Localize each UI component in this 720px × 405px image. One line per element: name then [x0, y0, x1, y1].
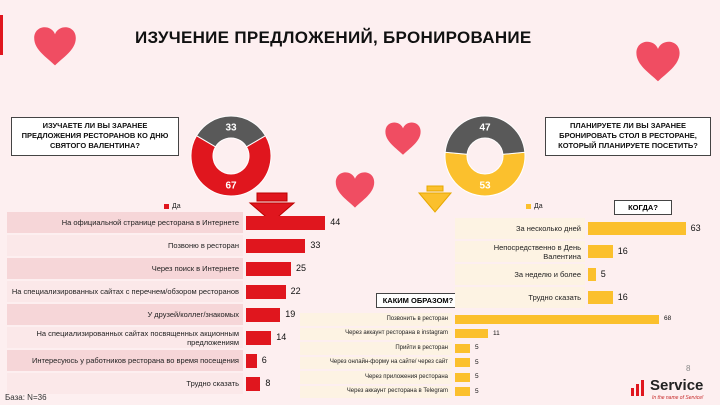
question-1-box: ИЗУЧАЕТЕ ЛИ ВЫ ЗАРАНЕЕ ПРЕДЛОЖЕНИЯ РЕСТО… [11, 117, 179, 156]
bar-category-label: Через онлайн-форму на сайте/ через сайт [300, 356, 452, 369]
bar [455, 372, 470, 382]
bar-value-label: 11 [493, 329, 500, 337]
bar-value-label: 16 [617, 246, 628, 256]
bar-category-label: Через аккаунт ресторана в instagram [300, 327, 452, 340]
donut-value-label: 33 [225, 123, 237, 134]
bar [588, 245, 613, 258]
how-callout: КАКИМ ОБРАЗОМ? [376, 293, 460, 308]
bar [246, 261, 291, 276]
donut-chart-red: 67 33 [190, 115, 272, 197]
bar-category-label: Трудно сказать [455, 287, 585, 308]
base-note: База: N=36 [5, 393, 47, 402]
bar-category-label: Позвоню в ресторан [7, 235, 243, 256]
bar [455, 358, 470, 368]
heart-icon [636, 41, 680, 82]
logo-text: Service [650, 377, 704, 394]
bar [246, 376, 261, 391]
bar-category-label: У друзей/коллег/знакомых [7, 304, 243, 325]
bar [455, 343, 470, 353]
legend-label: Да [172, 203, 181, 210]
bar-value-label: 6 [261, 355, 267, 365]
bar [455, 329, 488, 339]
question-2-box: ПЛАНИРУЕТЕ ЛИ ВЫ ЗАРАНЕЕ БРОНИРОВАТЬ СТО… [545, 117, 711, 156]
bar [588, 291, 613, 304]
red-arrow-icon [248, 192, 296, 223]
bar-category-label: Прийти в ресторан [300, 342, 452, 355]
donut-chart-yellow: 53 47 [444, 115, 526, 197]
bar-value-label: 5 [475, 373, 479, 381]
bar-category-label: Интересуюсь у работников ресторана во вр… [7, 350, 243, 371]
heart-icon [335, 172, 375, 208]
logo-tagline: In the name of Service! [652, 395, 704, 401]
bar-category-label: Непосредственно в День Валентина [455, 241, 585, 262]
bar-value-label: 63 [690, 223, 701, 233]
legend-yellow: Да [526, 203, 543, 210]
bar-category-label: Через поиск в Интернете [7, 258, 243, 279]
bar-category-label: Через приложения ресторана [300, 371, 452, 384]
bar [246, 238, 306, 253]
bar-value-label: 16 [617, 292, 628, 302]
page-title: ИЗУЧЕНИЕ ПРЕДЛОЖЕНИЙ, БРОНИРОВАНИЕ [135, 28, 532, 47]
bar-value-label: 33 [310, 240, 321, 250]
page-number: 8 [686, 364, 691, 373]
bar-category-label: Через аккаунт ресторана в Telegram [300, 385, 452, 398]
bar [246, 330, 272, 345]
heart-icon [34, 27, 76, 66]
bar-category-label: На специализированных сайтах с перечнем/… [7, 281, 243, 302]
bar-value-label: 5 [475, 344, 479, 352]
bar-value-label: 19 [285, 309, 296, 319]
bar-value-label: 68 [664, 315, 672, 323]
bar-category-label: За несколько дней [455, 218, 585, 239]
bar [455, 387, 470, 397]
donut-slice [190, 134, 272, 197]
bar [246, 307, 281, 322]
bar [246, 353, 257, 368]
bar [246, 215, 326, 230]
bar-value-label: 8 [265, 378, 271, 388]
legend-red: Да [164, 203, 181, 210]
bar [455, 314, 659, 324]
yellow-arrow-icon [417, 185, 453, 213]
bar-category-label: Трудно сказать [7, 373, 243, 394]
bar-value-label: 5 [600, 269, 606, 279]
bar-value-label: 14 [276, 332, 287, 342]
bar-category-label: На специализированных сайтах посвященных… [7, 327, 243, 348]
bar-category-label: За неделю и более [455, 264, 585, 285]
donut-slice [444, 151, 526, 197]
donut-slice [444, 115, 526, 155]
service-logo: Service In the name of Service! [630, 376, 716, 402]
legend-swatch [526, 204, 531, 209]
donut-value-label: 67 [225, 181, 237, 192]
bar-value-label: 44 [330, 217, 341, 227]
bar [246, 284, 286, 299]
bar-value-label: 5 [475, 358, 479, 366]
bar-value-label: 22 [290, 286, 301, 296]
bar-value-label: 25 [296, 263, 307, 273]
bar-category-label: Позвонить в ресторан [300, 313, 452, 326]
bar-value-label: 5 [475, 387, 479, 395]
heart-icon [385, 122, 421, 155]
logo-bars-icon [631, 380, 644, 396]
donut-value-label: 47 [479, 123, 491, 134]
bar-category-label: На официальной странице ресторана в Инте… [7, 212, 243, 233]
legend-label: Да [534, 203, 543, 210]
donut-value-label: 53 [479, 181, 491, 192]
when-callout: КОГДА? [614, 200, 672, 215]
accent-bar [0, 15, 3, 55]
donut-slice [195, 115, 267, 148]
bar [588, 222, 686, 235]
legend-swatch [164, 204, 169, 209]
bar [588, 268, 596, 281]
